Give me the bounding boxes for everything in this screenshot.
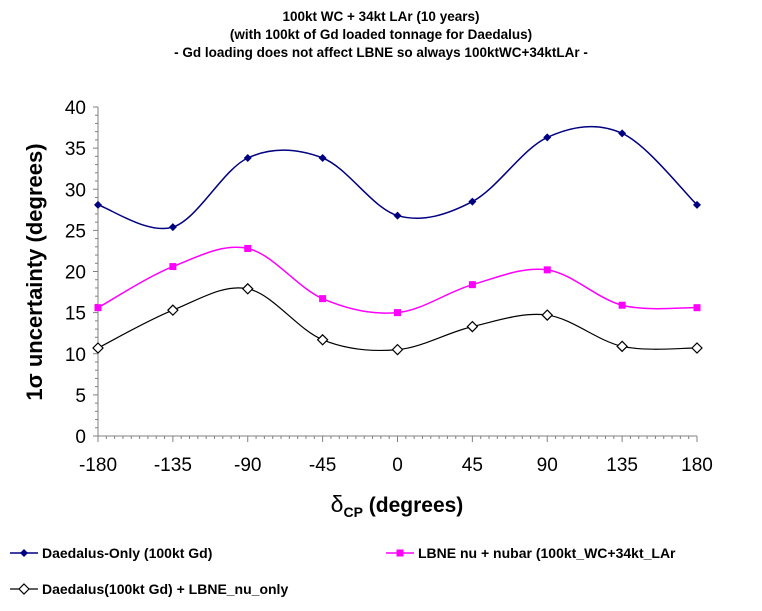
x-axis-label: δCP (degrees) [331,491,464,520]
legend-marker-daedalus-lbne-nu [10,583,38,595]
legend-item-daedalus-lbne-nu: Daedalus(100kt Gd) + LBNE_nu_only [10,581,288,597]
data-point [243,153,252,162]
x-tick-label: -180 [79,455,117,476]
data-point [241,282,254,295]
legend-label-daedalus-only: Daedalus-Only (100kt Gd) [42,545,213,561]
y-tick-label: 30 [65,180,86,201]
data-point [168,223,177,232]
data-point [391,343,404,356]
x-tick-label: 90 [537,455,558,476]
x-tick-label: 180 [681,455,713,476]
legend-marker-lbne [386,549,414,557]
data-point [167,304,179,317]
y-tick-label: 40 [65,98,86,119]
data-point [541,309,554,321]
title-line-2: (with 100kt of Gd loaded tonnage for Dae… [229,27,533,42]
legend-label-lbne: LBNE nu + nubar (100kt_WC+34kt_LAr [418,545,676,561]
data-point [244,244,252,252]
data-point [393,211,402,220]
data-point [468,281,476,289]
y-tick-label: 0 [75,427,86,448]
y-tick-label: 35 [65,139,86,160]
y-axis-label: 1σ uncertainty (degrees) [22,143,47,400]
data-point [468,197,477,206]
x-axis-label-main: δ [331,491,344,517]
data-point [543,266,551,274]
axes: 0 5 10 15 20 25 30 35 40 -180 -135 -90 -45 0 45 90 135 18… [65,98,713,476]
data-point [94,200,102,209]
y-tick-label: 25 [65,221,86,242]
data-point [618,129,627,138]
data-point [394,309,401,317]
title-line-3: - Gd loading does not affect LBNE so alw… [174,45,588,60]
data-point [691,342,703,354]
series-3 [92,282,703,356]
legend-item-lbne: LBNE nu + nubar (100kt_WC+34kt_LAr [386,545,676,561]
data-point [94,304,102,312]
legend-marker-daedalus-only [10,549,38,557]
legend-item-daedalus-only: Daedalus-Only (100kt Gd) [10,545,212,561]
data-point [169,263,177,271]
x-tick-label: 135 [606,455,638,476]
y-tick-label: 10 [65,345,86,366]
data-point [92,342,104,354]
x-tick-label: 0 [392,455,403,476]
data-point [693,304,701,312]
data-point [618,301,626,309]
y-tick-label: 5 [75,386,86,407]
legend-label-daedalus-lbne-nu: Daedalus(100kt Gd) + LBNE_nu_only [42,581,289,597]
data-point [616,340,628,353]
data-point [543,133,552,142]
data-point [466,320,479,333]
series-2 [94,244,701,317]
x-tick-label: -135 [154,455,192,476]
x-tick-label: -90 [234,455,261,476]
series-line [97,287,698,352]
x-axis-label-subscript: CP [343,504,362,520]
title-line-1: 100kt WC + 34kt LAr (10 years) [282,9,480,24]
data-point [316,333,329,346]
x-axis-label-units: (degrees) [363,494,463,517]
data-point [318,153,327,162]
series-group [92,125,703,356]
x-tick-label: 45 [462,455,483,476]
chart-title: 100kt WC + 34kt LAr (10 years) (with 100… [0,8,762,62]
x-tick-label: -45 [309,455,336,476]
line-chart: 0 5 10 15 20 25 30 35 40 -180 -135 -90 -45 0 45 90 135 18… [22,98,713,520]
data-point [693,200,701,209]
y-tick-label: 15 [65,304,86,325]
y-tick-label: 20 [65,263,86,284]
data-point [319,295,327,303]
series-1 [94,125,701,232]
